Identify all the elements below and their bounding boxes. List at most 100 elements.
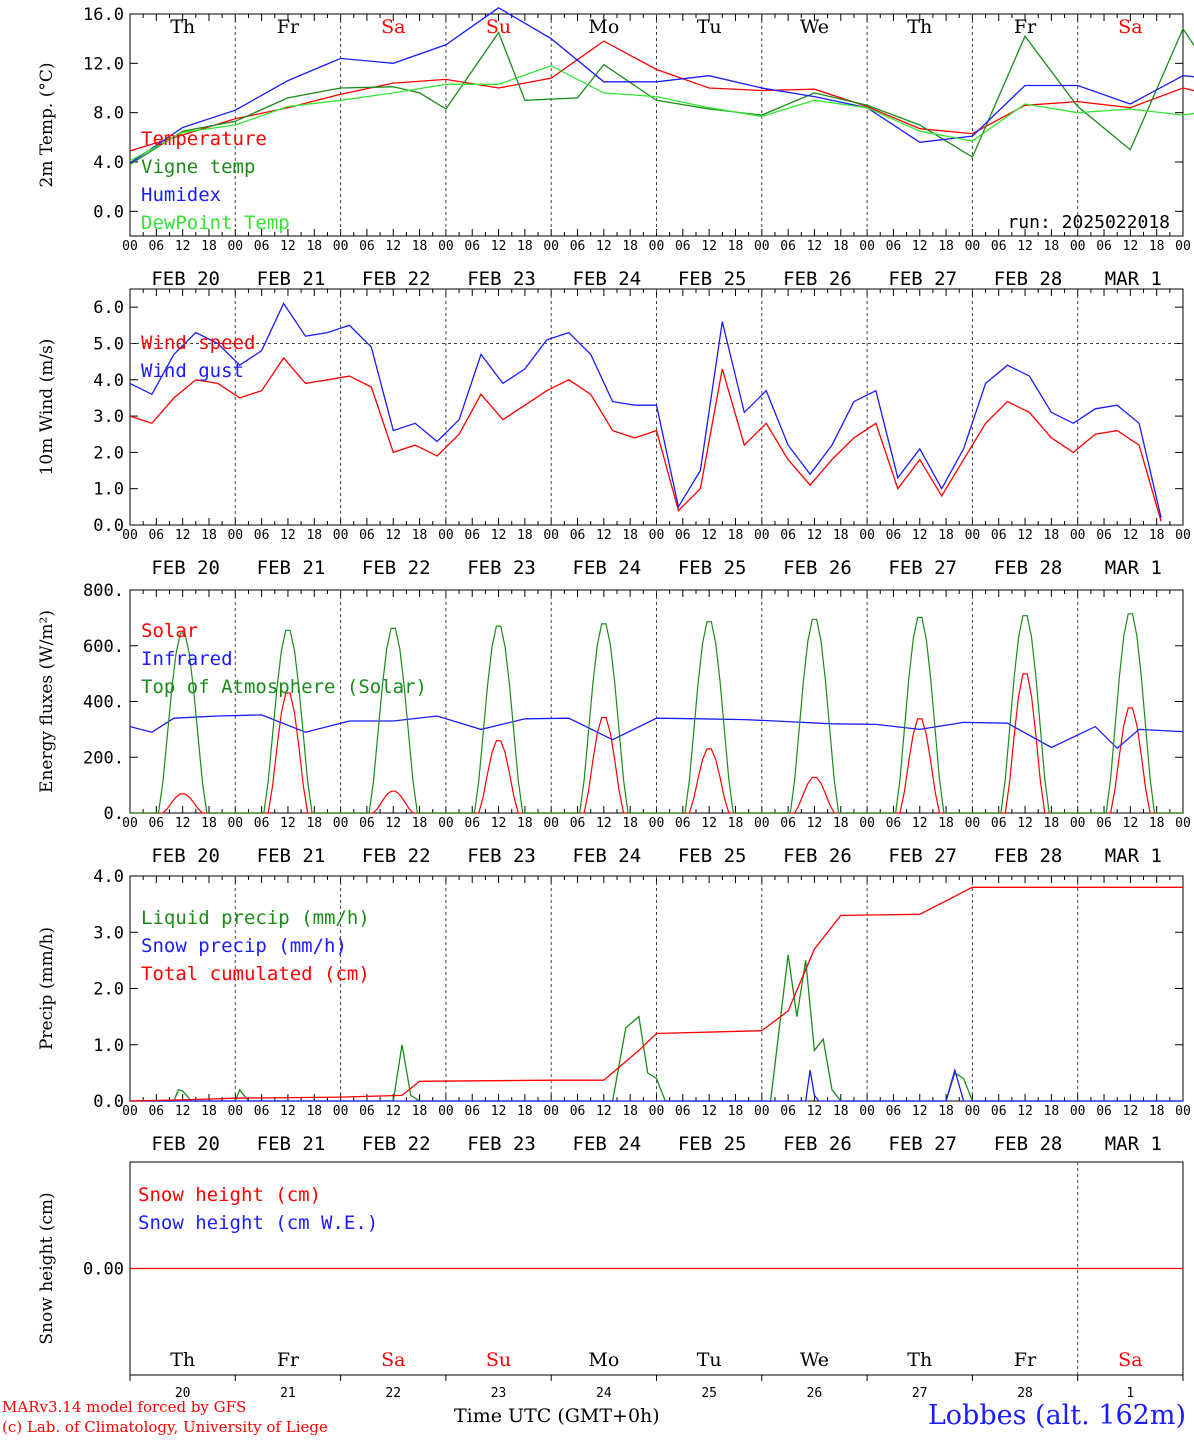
hour-tick-label: 06 <box>991 816 1007 831</box>
day-label: FEB 23 <box>467 557 536 579</box>
day-label: FEB 21 <box>257 1133 326 1155</box>
hour-tick-label: 12 <box>491 1104 507 1119</box>
legend-entry: Solar <box>141 620 198 642</box>
hour-tick-label: 18 <box>1044 1104 1060 1119</box>
copyright-credit: (c) Lab. of Climatology, University of L… <box>2 1418 328 1436</box>
wind-speed-line <box>129 356 1162 522</box>
hour-tick-label: 06 <box>254 1104 270 1119</box>
hour-tick-label: 00 <box>649 528 665 543</box>
snow-precip-mm-h-line <box>130 1067 1183 1102</box>
legend-entry: Wind speed <box>141 332 255 354</box>
hour-tick-label: 00 <box>1175 1104 1191 1119</box>
hour-tick-label: 18 <box>517 1104 533 1119</box>
hour-tick-label: 06 <box>254 239 270 254</box>
y-tick-label: 1.0 <box>93 1036 124 1056</box>
legend-entry: Liquid precip (mm/h) <box>141 907 370 929</box>
hour-tick-label: 00 <box>227 239 243 254</box>
y-tick-label: 3.0 <box>93 407 124 427</box>
hour-tick-label: 12 <box>912 528 928 543</box>
y-tick-label: 2.0 <box>93 980 124 1000</box>
hour-tick-label: 06 <box>148 1104 164 1119</box>
legend-entry: Humidex <box>141 184 221 206</box>
y-tick-label: 0.0 <box>93 516 124 536</box>
day-number-label: 27 <box>912 1386 928 1401</box>
hour-tick-label: 06 <box>1096 1104 1112 1119</box>
hour-tick-label: 18 <box>622 239 638 254</box>
hour-tick-label: 06 <box>464 528 480 543</box>
hour-tick-label: 06 <box>886 1104 902 1119</box>
weekday-label: Th <box>170 16 195 38</box>
hour-tick-label: 12 <box>1123 239 1139 254</box>
y-axis-title: Snow height (cm) <box>37 1192 57 1344</box>
hour-tick-label: 12 <box>491 239 507 254</box>
day-label: MAR 1 <box>1105 268 1162 290</box>
hour-tick-label: 18 <box>412 528 428 543</box>
day-label: FEB 25 <box>678 268 747 290</box>
hour-tick-label: 06 <box>991 528 1007 543</box>
y-axis-title: Precip (mm/h) <box>37 927 57 1050</box>
day-label: FEB 26 <box>783 268 852 290</box>
hour-tick-label: 00 <box>438 816 454 831</box>
hour-tick-label: 00 <box>122 1104 138 1119</box>
total-cumulated-cm-line <box>129 886 1183 1102</box>
legend-entry: Snow height (cm) <box>138 1184 321 1206</box>
hour-tick-label: 00 <box>227 528 243 543</box>
hour-tick-label: 18 <box>517 528 533 543</box>
y-tick-label: 8.0 <box>93 104 124 124</box>
hour-tick-label: 18 <box>517 816 533 831</box>
legend-entry: Snow precip (mm/h) <box>141 935 347 957</box>
hour-tick-label: 12 <box>912 239 928 254</box>
infrared-line <box>129 714 1184 750</box>
hour-tick-label: 18 <box>938 239 954 254</box>
weekday-label: Fr <box>277 16 300 38</box>
hour-tick-label: 06 <box>464 1104 480 1119</box>
hour-tick-label: 18 <box>201 528 217 543</box>
y-axis-title: 10m Wind (m/s) <box>37 339 57 476</box>
hour-tick-label: 00 <box>1175 816 1191 831</box>
day-label: FEB 26 <box>783 557 852 579</box>
hour-tick-label: 12 <box>596 239 612 254</box>
weekday-label: Th <box>170 1349 195 1371</box>
hour-tick-label: 18 <box>412 1104 428 1119</box>
hour-tick-label: 18 <box>728 816 744 831</box>
hour-tick-label: 06 <box>254 816 270 831</box>
hour-tick-label: 00 <box>1070 239 1086 254</box>
hour-tick-label: 12 <box>175 528 191 543</box>
hour-tick-label: 06 <box>570 239 586 254</box>
weekday-label: Sa <box>1118 16 1142 38</box>
hour-tick-label: 18 <box>412 816 428 831</box>
y-tick-label: 4.0 <box>93 153 124 173</box>
legend-entry: Temperature <box>141 128 267 150</box>
hour-tick-label: 06 <box>780 816 796 831</box>
day-label: FEB 28 <box>994 557 1063 579</box>
hour-tick-label: 00 <box>754 1104 770 1119</box>
hour-tick-label: 18 <box>833 239 849 254</box>
y-tick-label: 1.0 <box>93 480 124 500</box>
hour-tick-label: 18 <box>833 528 849 543</box>
hour-tick-label: 18 <box>412 239 428 254</box>
hour-tick-label: 00 <box>543 239 559 254</box>
day-label: FEB 24 <box>573 845 642 867</box>
day-label: FEB 25 <box>678 557 747 579</box>
weekday-label: Th <box>907 16 932 38</box>
hour-tick-label: 06 <box>359 816 375 831</box>
weekday-label: Mo <box>588 1349 619 1371</box>
hour-tick-label: 12 <box>491 528 507 543</box>
hour-tick-label: 00 <box>122 239 138 254</box>
weekday-label: Sa <box>381 16 405 38</box>
y-tick-label: 0. <box>104 804 124 824</box>
legend-entry: Infrared <box>141 648 233 670</box>
y-tick-label: 12.0 <box>83 54 124 74</box>
day-label: FEB 28 <box>994 1133 1063 1155</box>
hour-tick-label: 06 <box>148 528 164 543</box>
hour-tick-label: 06 <box>359 1104 375 1119</box>
hour-tick-label: 06 <box>254 528 270 543</box>
hour-tick-label: 06 <box>675 528 691 543</box>
vigne-temp-line <box>129 27 1194 166</box>
hour-tick-label: 12 <box>807 239 823 254</box>
hour-tick-label: 00 <box>754 528 770 543</box>
hour-tick-label: 18 <box>728 239 744 254</box>
hour-tick-label: 12 <box>385 239 401 254</box>
hour-tick-label: 06 <box>148 239 164 254</box>
hour-tick-label: 12 <box>280 239 296 254</box>
